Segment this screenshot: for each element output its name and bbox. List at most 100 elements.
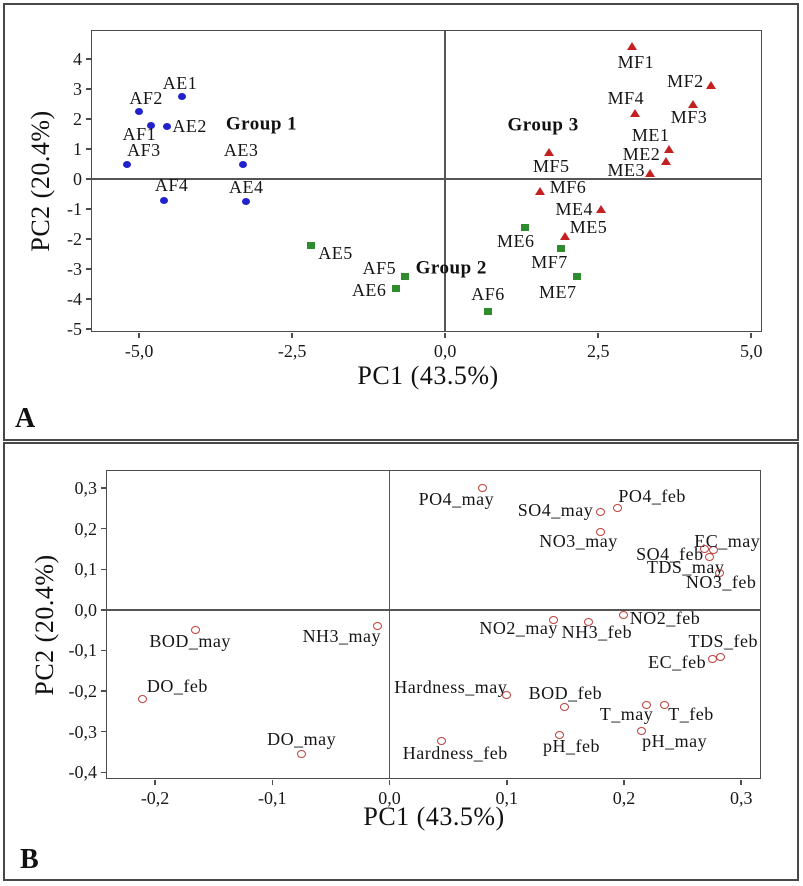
x-axis-tick-mark xyxy=(444,332,446,338)
data-point-label-PO4_feb: PO4_feb xyxy=(618,486,686,507)
x-axis-tick-mark xyxy=(138,332,140,338)
panel-b-letter: B xyxy=(20,844,39,875)
data-point-label-NH3_may: NH3_may xyxy=(302,626,382,647)
data-point-marker-Hardness_feb xyxy=(437,737,447,746)
x-axis-tick-label: 0,0 xyxy=(378,788,401,808)
data-point-label-MF6: MF6 xyxy=(549,177,587,198)
y-axis-tick-mark xyxy=(85,58,91,60)
panel-b: PC2 (20.4%) -0,2 -0,1 0,0 0,1 0,2 0,3 0,3 0,2 0,… xyxy=(3,442,799,881)
data-point-marker-SO4_may xyxy=(595,507,605,516)
y-axis-tick-label: -1 xyxy=(67,199,82,220)
panel-a-x-axis-title: PC1 (43.5%) xyxy=(357,361,499,390)
y-axis-tick-label: -0,1 xyxy=(68,640,98,661)
data-point-label-NO2_feb: NO2_feb xyxy=(629,607,701,628)
data-point-label-MF3: MF3 xyxy=(670,107,708,128)
x-axis-tick-mark xyxy=(750,332,752,338)
y-axis-tick-mark xyxy=(100,609,106,611)
data-point-marker-ME6 xyxy=(520,223,529,231)
x-axis-tick-label: 0,0 xyxy=(433,341,457,361)
data-point-label-AE3: AE3 xyxy=(223,140,259,161)
y-axis-tick-label: 4 xyxy=(73,49,82,70)
y-axis-tick-label: -2 xyxy=(67,229,82,250)
data-point-label-pH_may: pH_may xyxy=(642,730,708,751)
data-point-marker-NO3_feb xyxy=(715,568,725,577)
data-point-marker-MF7 xyxy=(557,244,566,252)
panel-a-letter: A xyxy=(15,403,36,434)
data-point-label-AF1: AF1 xyxy=(122,124,157,145)
data-point-marker-AE6 xyxy=(392,285,401,293)
data-point-label-MF2: MF2 xyxy=(667,70,704,91)
x-axis-tick-label: 0,1 xyxy=(495,788,519,808)
group-annotation: Group 3 xyxy=(507,114,579,136)
data-point-marker-MF2 xyxy=(706,80,717,89)
data-point-label-AF6: AF6 xyxy=(471,284,505,305)
group-annotation: Group 2 xyxy=(415,257,487,279)
data-point-marker-AE2 xyxy=(162,123,171,131)
y-axis-tick-mark xyxy=(100,771,106,774)
data-point-marker-pH_feb xyxy=(554,731,564,740)
y-axis-tick-label: 0,2 xyxy=(74,518,98,539)
x-axis-tick-label: -0,1 xyxy=(258,788,287,808)
y-axis-tick-label: 2 xyxy=(73,109,82,130)
data-point-marker-NO2_may xyxy=(548,615,558,624)
data-point-label-EC_feb: EC_feb xyxy=(648,651,707,672)
data-point-marker-AF4 xyxy=(159,196,168,204)
data-point-label-MF1: MF1 xyxy=(617,51,655,72)
y-axis-tick-mark xyxy=(100,487,106,489)
y-axis-tick-label: 0,1 xyxy=(74,559,98,580)
x-axis-tick-mark xyxy=(740,779,742,785)
data-point-marker-BOD_feb xyxy=(560,702,570,711)
zero-line-horizontal xyxy=(107,609,760,611)
data-point-marker-MF5 xyxy=(544,148,555,157)
data-point-marker-AE1 xyxy=(177,93,186,101)
x-axis-tick-mark xyxy=(154,779,156,785)
data-point-label-TDS_feb: TDS_feb xyxy=(688,630,759,651)
zero-line-vertical xyxy=(388,471,391,778)
data-point-label-PO4_may: PO4_may xyxy=(418,489,495,510)
data-point-label-DO_may: DO_may xyxy=(267,729,337,750)
zero-line-vertical xyxy=(444,31,446,331)
y-axis-tick-mark xyxy=(85,238,91,240)
data-point-label-EC_may: EC_may xyxy=(694,530,761,551)
data-point-marker-ME3 xyxy=(645,169,656,178)
data-point-marker-EC_may xyxy=(709,546,719,555)
data-point-marker-NO3_may xyxy=(595,528,605,537)
data-point-marker-NO2_feb xyxy=(619,611,628,620)
data-point-label-SO4_feb: SO4_feb xyxy=(636,543,704,564)
x-axis-tick-mark xyxy=(597,332,599,338)
data-point-marker-NH3_feb xyxy=(583,617,593,626)
x-axis-tick-mark xyxy=(623,779,625,785)
data-point-label-ME5: ME5 xyxy=(569,217,608,238)
data-point-label-AE1: AE1 xyxy=(162,72,198,93)
y-axis-tick-label: -3 xyxy=(67,259,82,280)
data-point-marker-pH_may xyxy=(636,727,646,736)
x-axis-tick-label: -2,5 xyxy=(277,341,307,361)
y-axis-tick-mark xyxy=(85,88,91,90)
data-point-marker-MF4 xyxy=(629,109,640,118)
y-axis-tick-mark xyxy=(85,208,91,210)
panel-b-y-axis-title: PC2 (20.4%) xyxy=(30,554,59,696)
x-axis-tick-label: 0,2 xyxy=(612,788,636,808)
data-point-marker-ME5 xyxy=(559,232,570,241)
panel-b-x-axis-title: PC1 (43.5%) xyxy=(363,802,505,831)
data-point-label-SO4_may: SO4_may xyxy=(517,500,594,521)
y-axis-tick-mark xyxy=(85,148,91,150)
x-axis-tick-mark xyxy=(506,779,508,785)
data-point-label-ME6: ME6 xyxy=(496,231,535,252)
data-point-marker-TDS_may xyxy=(704,552,714,561)
data-point-marker-DO_feb xyxy=(138,694,148,703)
y-axis-tick-mark xyxy=(100,527,106,530)
data-point-label-AE4: AE4 xyxy=(228,176,264,197)
x-axis-tick-label: 0,3 xyxy=(729,788,753,808)
data-point-marker-MF1 xyxy=(626,41,637,50)
data-point-marker-ME2 xyxy=(660,157,671,166)
data-point-label-ME4: ME4 xyxy=(555,199,593,220)
y-axis-tick-label: -5 xyxy=(67,319,82,340)
data-point-label-AE5: AE5 xyxy=(318,243,353,264)
data-point-label-ME7: ME7 xyxy=(539,281,577,302)
data-point-label-pH_feb: pH_feb xyxy=(543,735,601,756)
data-point-marker-AE5 xyxy=(306,241,315,249)
x-axis-tick-label: -0,2 xyxy=(140,788,170,808)
y-axis-tick-label: -0,4 xyxy=(68,762,98,783)
